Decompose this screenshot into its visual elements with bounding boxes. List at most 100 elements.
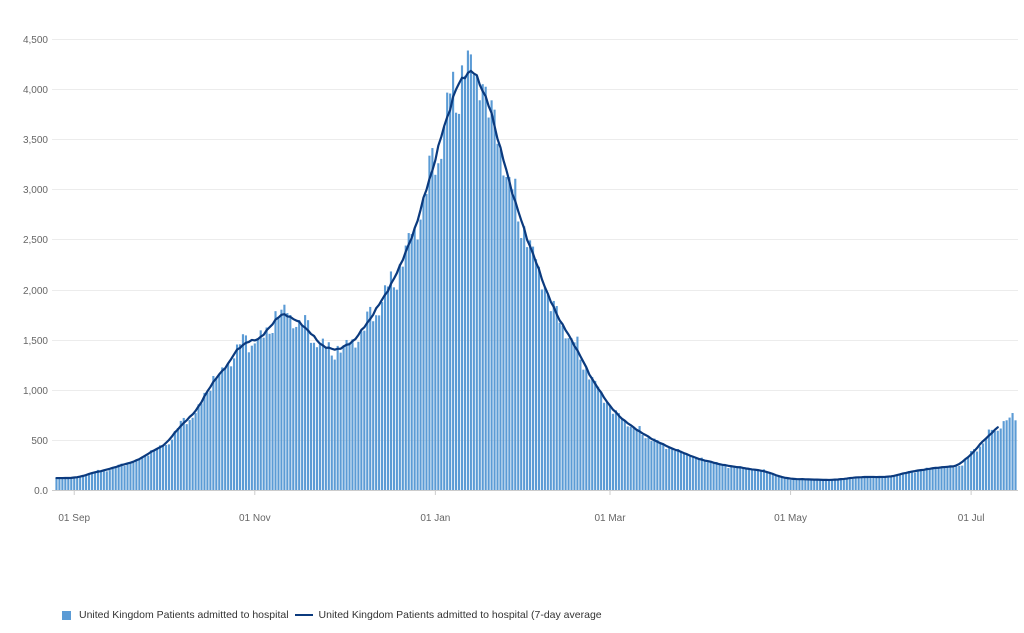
bar [638, 426, 641, 490]
bar [58, 477, 61, 490]
bar [446, 92, 449, 491]
bar [259, 330, 262, 490]
bar [919, 470, 922, 490]
bar [90, 473, 94, 490]
bar [197, 404, 200, 490]
bar [484, 86, 487, 491]
x-tick-label: 01 Mar [594, 513, 626, 524]
bar [650, 441, 653, 490]
bar [404, 245, 407, 490]
bar [173, 431, 176, 490]
y-tick-label: 1,000 [23, 386, 48, 397]
bar [792, 478, 795, 490]
bar [647, 437, 650, 490]
bar [827, 480, 831, 490]
bar [469, 54, 472, 491]
bar [614, 410, 617, 490]
bar [774, 475, 777, 490]
bar [67, 478, 70, 490]
bar [1011, 413, 1014, 490]
bar [579, 359, 582, 490]
y-tick-label: 4,500 [23, 35, 48, 46]
bar [360, 331, 363, 490]
bar [987, 429, 990, 490]
bar [975, 451, 979, 490]
bar [659, 442, 662, 490]
bar [247, 352, 250, 490]
bar [730, 465, 733, 490]
bar [241, 334, 245, 490]
bar [955, 466, 958, 490]
bar [771, 473, 774, 490]
bar [623, 420, 626, 490]
bar [407, 233, 410, 490]
bar [268, 333, 271, 490]
bar [463, 75, 467, 490]
bar [129, 463, 132, 490]
bar [996, 430, 999, 490]
bar [748, 469, 751, 490]
bar [93, 471, 97, 490]
x-tick-label: 01 Jan [420, 513, 450, 524]
bar [952, 467, 955, 490]
bar [836, 480, 839, 490]
bar [671, 448, 674, 490]
bar [318, 344, 321, 490]
bar [703, 461, 706, 490]
bar [452, 71, 455, 490]
bar [82, 476, 85, 490]
bar [943, 466, 946, 490]
bar [1005, 420, 1008, 490]
legend-item-bars[interactable]: United Kingdom Patients admitted to hosp… [62, 609, 289, 621]
x-tick-label: 01 Jul [958, 513, 985, 524]
bar [102, 470, 105, 490]
legend-item-line[interactable]: United Kingdom Patients admitted to hosp… [294, 609, 602, 621]
bar [120, 463, 123, 490]
bar [585, 367, 588, 490]
bar [967, 456, 970, 490]
bar [76, 477, 79, 490]
bar [235, 344, 239, 490]
bar [298, 320, 301, 490]
bar [910, 471, 913, 490]
bar [990, 429, 993, 490]
bar [221, 367, 224, 490]
bar [167, 444, 171, 490]
bar [819, 479, 822, 490]
x-tick-label: 01 May [774, 513, 807, 524]
bar [810, 479, 813, 490]
y-tick-label: 2,000 [23, 286, 48, 297]
bar [688, 456, 691, 490]
bar [132, 462, 135, 490]
bar [813, 479, 816, 490]
bar [854, 477, 857, 490]
bar [656, 440, 659, 490]
bar [620, 419, 623, 490]
bar [466, 50, 469, 490]
bar [822, 479, 825, 490]
bar [884, 476, 887, 490]
bar [682, 453, 686, 490]
bar [514, 178, 517, 491]
bar [552, 300, 555, 490]
bar [999, 428, 1002, 490]
bar [668, 447, 671, 490]
legend-line-label: United Kingdom Patients admitted to hosp… [318, 609, 602, 621]
bar [375, 315, 378, 490]
bar [611, 413, 615, 490]
bar [99, 470, 102, 490]
bar [674, 450, 677, 490]
bar [973, 449, 976, 490]
bar [949, 465, 952, 490]
bar [896, 475, 899, 490]
bar [777, 475, 780, 490]
bar [398, 264, 401, 490]
bar [292, 328, 295, 490]
bar [626, 426, 629, 490]
bar [558, 322, 561, 490]
bar [191, 417, 194, 490]
bar [641, 434, 644, 490]
y-tick-label: 0.0 [34, 486, 48, 497]
bar [164, 444, 168, 490]
bar [842, 478, 845, 490]
